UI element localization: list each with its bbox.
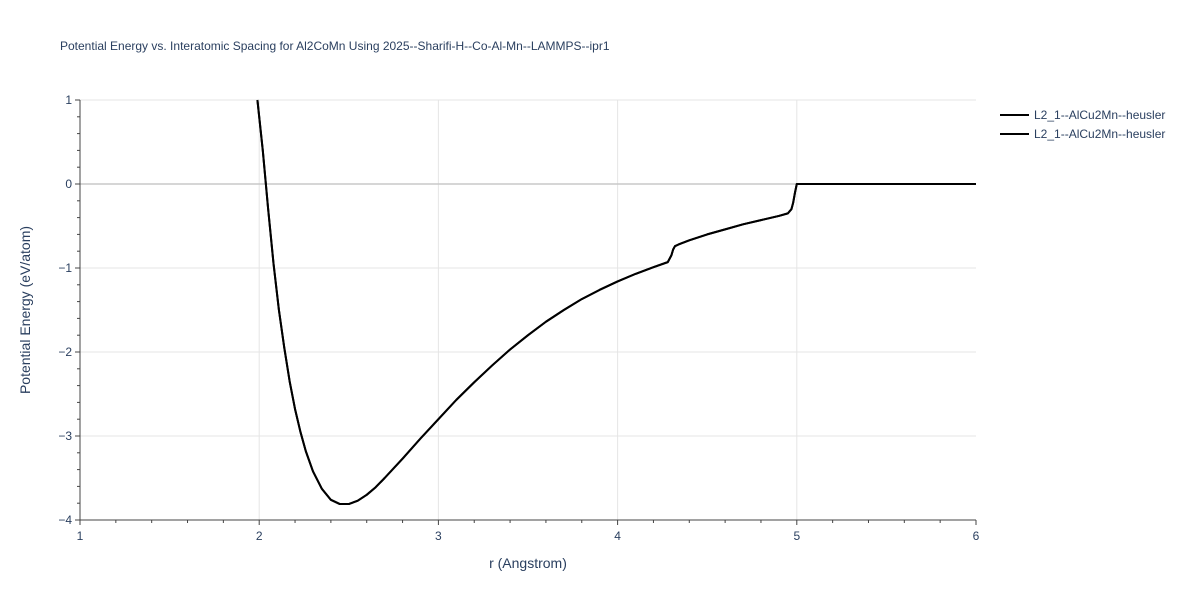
grid [80, 99, 976, 520]
legend-item-1[interactable]: L2_1--AlCu2Mn--heusler [1000, 108, 1165, 122]
legend-label: L2_1--AlCu2Mn--heusler [1034, 108, 1165, 122]
series-lines [256, 99, 976, 506]
legend-item-2[interactable]: L2_1--AlCu2Mn--heusler [1000, 127, 1165, 141]
legend[interactable]: L2_1--AlCu2Mn--heusler L2_1--AlCu2Mn--heu… [1000, 108, 1165, 141]
y-axis-title: Potential Energy (eV/atom) [17, 226, 33, 394]
x-axis-title: r (Angstrom) [489, 555, 567, 571]
y-tick-label: −1 [58, 261, 72, 275]
x-tick-label: 4 [614, 529, 621, 543]
x-tick-label: 5 [793, 529, 800, 543]
legend-label: L2_1--AlCu2Mn--heusler [1034, 127, 1165, 141]
series-line-1 [256, 99, 976, 506]
tick-labels: 1 2 3 4 5 6 1 0 −1 −2 −3 −4 [58, 93, 979, 543]
axes [75, 99, 977, 525]
x-tick-label: 2 [256, 529, 263, 543]
series-line-2 [256, 99, 976, 506]
y-tick-label: −3 [58, 429, 72, 443]
chart-title: Potential Energy vs. Interatomic Spacing… [60, 39, 610, 53]
y-tick-label: 1 [65, 93, 72, 107]
x-tick-label: 6 [973, 529, 980, 543]
y-tick-label: 0 [65, 177, 72, 191]
x-tick-label: 3 [435, 529, 442, 543]
y-tick-label: −4 [58, 513, 72, 527]
x-tick-label: 1 [77, 529, 84, 543]
y-tick-label: −2 [58, 345, 72, 359]
